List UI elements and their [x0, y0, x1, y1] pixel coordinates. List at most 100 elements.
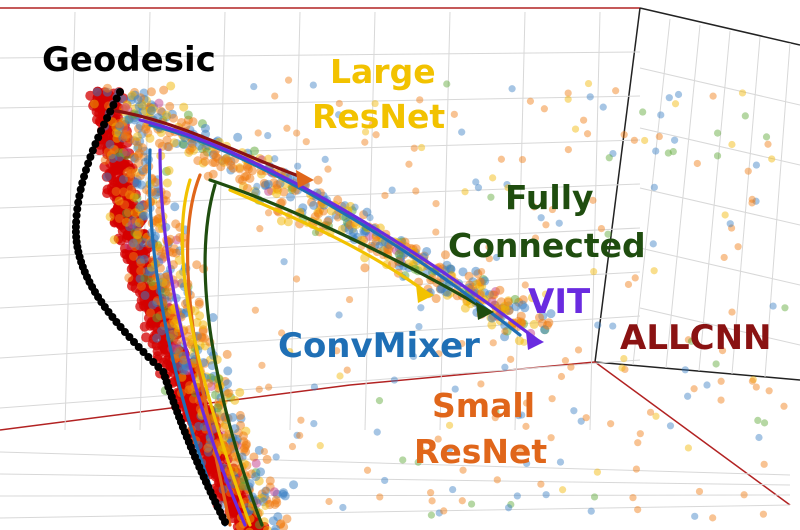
- data-point: [136, 266, 146, 276]
- grid-line: [698, 30, 731, 372]
- data-point: [650, 183, 658, 191]
- data-point: [280, 491, 290, 501]
- data-point: [709, 92, 717, 100]
- data-point: [629, 494, 637, 502]
- data-point: [126, 184, 136, 194]
- data-point: [223, 379, 233, 389]
- data-point: [738, 89, 747, 97]
- geodesic-point: [112, 94, 121, 103]
- data-point: [170, 202, 180, 212]
- data-point: [309, 81, 317, 89]
- data-point: [233, 132, 243, 142]
- data-point: [409, 352, 418, 361]
- data-point: [243, 164, 253, 174]
- data-point: [124, 273, 134, 283]
- data-point: [450, 110, 458, 118]
- geodesic-trajectory: [71, 88, 229, 526]
- data-point: [134, 227, 144, 237]
- data-point: [109, 235, 119, 245]
- data-point: [607, 420, 615, 428]
- data-point: [405, 160, 413, 168]
- grid-line: [632, 18, 671, 366]
- data-point: [296, 431, 304, 440]
- grid-line: [514, 11, 526, 431]
- data-point: [361, 128, 370, 136]
- data-point: [493, 476, 501, 484]
- geodesic-point: [129, 338, 138, 346]
- data-point: [123, 207, 133, 217]
- data-point: [148, 300, 158, 310]
- data-point: [765, 387, 773, 395]
- geodesic-point: [109, 101, 118, 109]
- data-point: [120, 200, 130, 210]
- data-point: [230, 395, 240, 405]
- data-point: [292, 275, 301, 283]
- data-point: [634, 506, 642, 514]
- data-point: [650, 267, 658, 275]
- data-point: [556, 458, 565, 466]
- data-point: [105, 139, 115, 149]
- geodesic-point: [116, 88, 124, 96]
- geodesic-point: [91, 140, 100, 148]
- data-point: [435, 350, 443, 358]
- data-point: [485, 243, 493, 251]
- series-label-fully-connected-2: Connected: [448, 226, 646, 265]
- data-point: [375, 241, 383, 249]
- data-point: [272, 180, 282, 190]
- data-point: [431, 294, 441, 304]
- data-point: [693, 159, 701, 168]
- data-point: [137, 143, 147, 153]
- data-point: [582, 414, 590, 422]
- data-point: [621, 365, 629, 373]
- data-point: [760, 460, 768, 468]
- data-point: [272, 453, 280, 461]
- grid-line: [0, 473, 791, 486]
- data-point: [311, 228, 320, 237]
- data-point: [649, 240, 657, 248]
- data-point: [335, 99, 343, 108]
- data-point: [417, 446, 426, 454]
- data-point: [564, 145, 572, 154]
- series-label-large-resnet-2: ResNet: [312, 97, 446, 136]
- data-point: [321, 155, 329, 164]
- data-point: [279, 187, 289, 197]
- data-point: [119, 187, 129, 197]
- data-point: [208, 313, 218, 323]
- data-point: [272, 189, 282, 199]
- data-point: [146, 106, 156, 116]
- data-point: [269, 487, 279, 497]
- data-point: [119, 158, 130, 169]
- data-point: [228, 513, 239, 524]
- geodesic-point: [103, 114, 112, 122]
- data-point: [684, 444, 693, 452]
- series-label-fully-connected-1: Fully: [505, 178, 594, 217]
- data-point: [564, 89, 572, 97]
- series-label-convmixer: ConvMixer: [278, 326, 480, 366]
- data-point: [557, 372, 566, 381]
- data-point: [754, 416, 762, 425]
- geodesic-point: [86, 153, 95, 161]
- data-point: [440, 250, 450, 260]
- data-point: [755, 433, 763, 442]
- data-point: [130, 208, 140, 218]
- data-point: [586, 93, 594, 101]
- data-point: [264, 131, 272, 140]
- data-point: [507, 355, 515, 363]
- data-point: [620, 131, 628, 139]
- data-point: [488, 290, 498, 300]
- data-point: [752, 161, 761, 169]
- data-point: [428, 497, 436, 505]
- data-point: [249, 146, 259, 156]
- data-point: [684, 392, 692, 400]
- data-point: [497, 155, 506, 163]
- data-point: [609, 322, 617, 330]
- data-point: [154, 98, 164, 108]
- data-point: [178, 365, 188, 375]
- data-point: [587, 507, 595, 515]
- trajectory-line: [108, 108, 312, 182]
- data-point: [254, 129, 262, 137]
- grid-line: [639, 127, 800, 166]
- grid-line: [665, 24, 701, 369]
- data-point: [458, 339, 466, 348]
